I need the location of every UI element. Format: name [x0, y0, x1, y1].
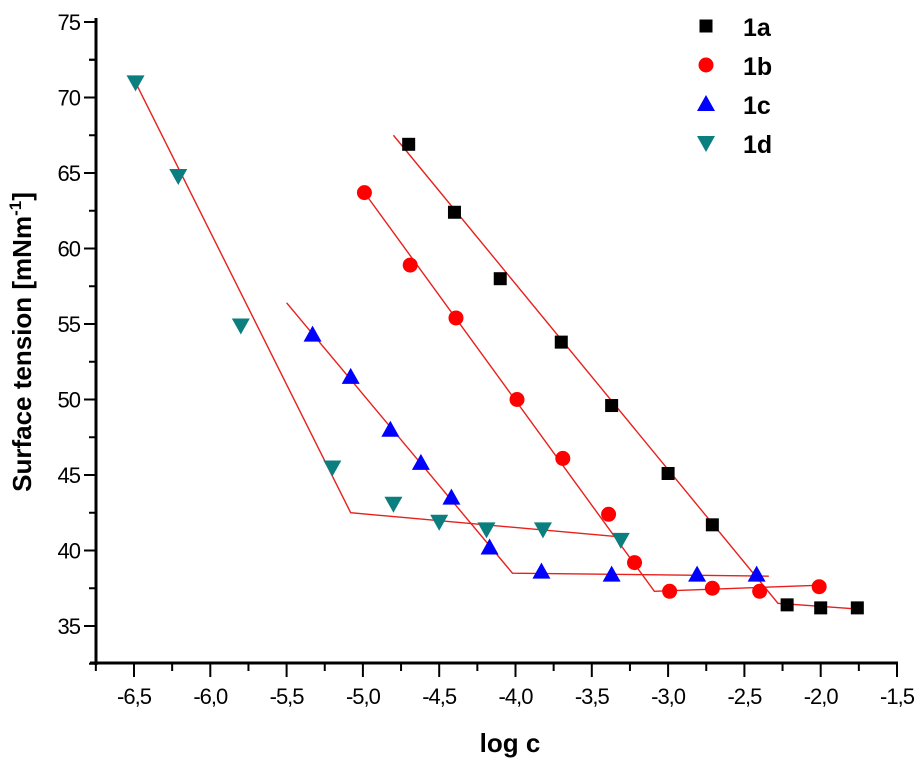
fit-line-1d	[134, 82, 621, 538]
data-point-1c	[442, 488, 461, 505]
data-point-1b	[555, 450, 571, 466]
data-point-1a	[493, 272, 507, 286]
x-tick-label: -3,0	[651, 684, 686, 709]
fit-line-1a	[392, 134, 864, 611]
data-point-1c	[747, 565, 766, 582]
legend-marker-1c	[697, 95, 715, 111]
legend-marker-1b	[698, 57, 714, 73]
data-point-1b	[509, 392, 525, 407]
legend-marker-1d	[697, 136, 715, 152]
y-ticks: 35 40 45 50 55 60 65 70 75	[58, 10, 96, 665]
x-tick-label: -5,5	[270, 684, 305, 709]
y-axis-title-suffix: ]	[7, 192, 37, 201]
data-point-1b	[704, 580, 720, 596]
y-tick-label: 40	[58, 539, 81, 564]
y-tick-label: 60	[58, 237, 81, 262]
y-tick-label: 70	[58, 86, 81, 111]
x-tick-label: -5,0	[346, 684, 381, 709]
x-tick-label: -2,0	[804, 684, 839, 709]
data-point-1d	[169, 169, 188, 186]
data-point-1d	[477, 522, 496, 539]
y-tick-label: 50	[58, 388, 81, 413]
data-point-1a	[605, 399, 619, 413]
data-point-1c	[602, 565, 621, 582]
data-point-1c	[381, 420, 400, 437]
legend-marker-1a	[699, 19, 713, 33]
data-point-1b	[811, 579, 827, 595]
y-axis-title: Surface tension [mNm-1]	[6, 192, 37, 492]
y-tick-label: 45	[58, 463, 81, 488]
x-tick-label: -4,0	[499, 684, 534, 709]
data-point-1a	[705, 518, 719, 532]
x-ticks: -6,5 -6,0 -5,5 -5,0 -4,5 -4,0 -3,5 -3,0 -2,5 -2,0…	[94, 663, 916, 709]
y-tick-label: 55	[58, 312, 81, 337]
x-tick-label: -3,5	[575, 684, 610, 709]
y-tick-label: 75	[58, 10, 81, 35]
x-tick-label: -1,5	[880, 684, 915, 709]
data-point-1d	[384, 496, 403, 513]
data-point-1d	[533, 522, 552, 539]
data-point-1d	[611, 532, 630, 549]
data-point-1a	[447, 205, 461, 219]
legend-label-1d: 1d	[743, 131, 772, 159]
legend-label-1c: 1c	[743, 92, 771, 120]
data-point-1d	[126, 75, 145, 92]
data-point-1b	[356, 185, 372, 201]
data-point-1a	[554, 335, 568, 349]
data-point-1d	[430, 514, 449, 531]
data-point-1c	[532, 562, 551, 579]
y-tick-label: 65	[58, 161, 81, 186]
data-point-1c	[341, 367, 360, 384]
x-tick-label: -4,5	[422, 684, 457, 709]
data-point-1c	[303, 325, 322, 342]
y-axis-title-superscript: -1	[6, 201, 25, 216]
data-point-1b	[402, 257, 418, 273]
data-point-1d	[323, 460, 342, 477]
x-axis-title: log c	[480, 728, 541, 758]
data-point-1c	[688, 565, 707, 582]
data-point-1b	[601, 506, 617, 522]
fit-line-1c	[286, 302, 769, 577]
data-point-1a	[780, 598, 794, 612]
data-point-1c	[480, 538, 499, 555]
data-point-1a	[402, 137, 416, 151]
data-point-1a	[850, 601, 864, 615]
x-tick-label: -6,5	[117, 684, 152, 709]
data-point-1c	[411, 453, 430, 470]
data-point-1a	[814, 601, 828, 615]
data-point-1b	[752, 583, 768, 599]
legend-label-1a: 1a	[743, 14, 772, 42]
y-axis-title-main: Surface tension [mNm	[7, 216, 37, 492]
x-tick-label: -2,5	[727, 684, 762, 709]
data-point-1b	[448, 310, 464, 326]
data-point-1a	[661, 466, 675, 480]
x-tick-label: -6,0	[193, 684, 228, 709]
legend-label-1b: 1b	[743, 53, 772, 81]
data-point-1b	[627, 555, 643, 571]
data-point-1d	[231, 318, 250, 335]
data-markers	[126, 75, 864, 615]
legend: 1a 1b 1c 1d	[697, 14, 772, 159]
fit-lines	[134, 82, 864, 611]
y-tick-label: 35	[58, 614, 81, 639]
fit-line-1b	[363, 192, 821, 592]
data-point-1b	[662, 583, 678, 599]
